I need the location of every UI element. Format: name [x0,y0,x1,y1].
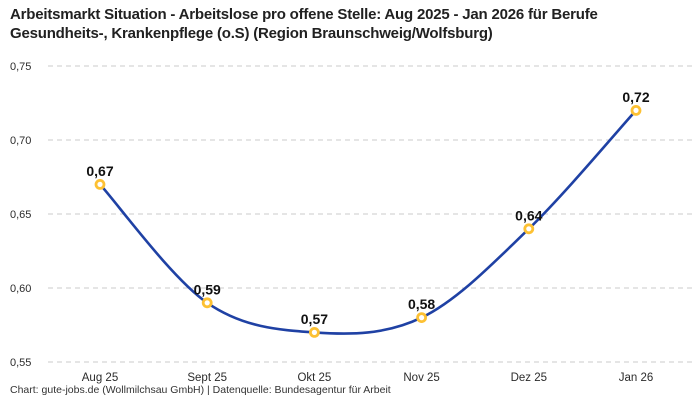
x-axis-tick-label: Sept 25 [187,372,227,384]
y-axis-tick-label: 0,70 [10,135,31,147]
data-point-value-label: 0,57 [301,311,328,327]
data-point-marker [308,326,320,338]
chart-credit: Chart: gute-jobs.de (Wollmilchsau GmbH) … [10,384,391,396]
data-line [98,109,638,335]
data-point-value-label: 0,67 [86,163,113,179]
chart-title: Arbeitsmarkt Situation - Arbeitslose pro… [10,6,598,42]
data-point-value-label: 0,58 [408,296,435,312]
data-point-marker [523,223,535,235]
x-axis-tick-label: Aug 25 [82,372,118,384]
data-point-value-label: 0,72 [622,89,649,105]
y-axis-tick-label: 0,60 [10,283,31,295]
x-axis-tick-label: Nov 25 [403,372,439,384]
data-point-marker [94,178,106,190]
y-axis-tick-label: 0,65 [10,209,31,221]
x-axis-tick-label: Okt 25 [297,372,331,384]
y-axis-tick-label: 0,55 [10,357,31,369]
data-point-marker [416,312,428,324]
data-point-marker [201,297,213,309]
y-axis-tick-label: 0,75 [10,61,31,73]
x-axis-tick-label: Jan 26 [619,372,654,384]
x-axis-tick-label: Dez 25 [511,372,547,384]
data-point-value-label: 0,59 [194,281,221,297]
data-point-value-label: 0,64 [515,207,542,223]
data-point-marker [630,105,642,116]
